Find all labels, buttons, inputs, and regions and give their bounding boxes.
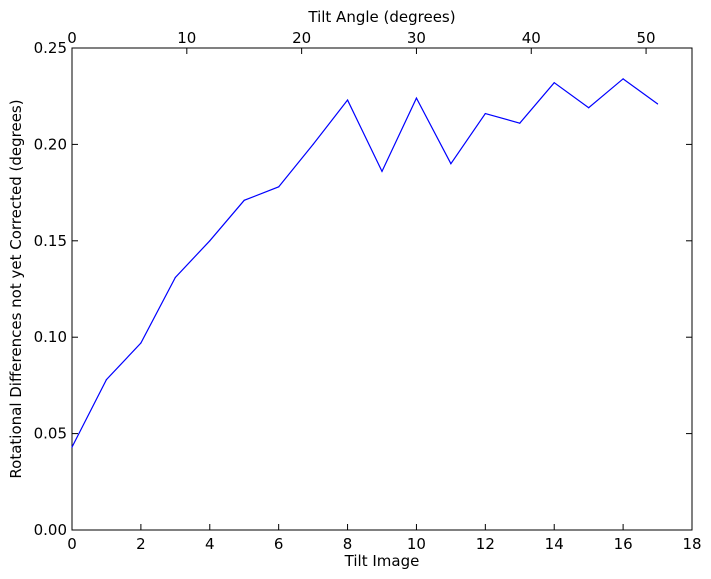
x2-axis-label: Tilt Angle (degrees) <box>307 8 455 26</box>
data-point <box>346 99 349 101</box>
data-point <box>622 78 624 80</box>
y-tick-label: 0.15 <box>34 232 67 250</box>
data-point <box>312 143 314 145</box>
x-tick-label: 16 <box>614 535 633 553</box>
ticks-group: 0 2 4 6 8 10 12 14 16 18 0 10 20 30 40 50 0.00 0.05 0.10 0.… <box>34 29 702 553</box>
data-point <box>71 446 73 448</box>
data-point <box>243 199 245 201</box>
data-point <box>656 103 659 105</box>
x2-tick-label: 10 <box>177 29 196 47</box>
data-point <box>381 170 383 172</box>
plot-frame <box>71 47 693 531</box>
x-tick-label: 18 <box>682 535 701 553</box>
y-tick-label: 0.20 <box>34 135 67 153</box>
x-tick-label: 4 <box>205 535 215 553</box>
data-point <box>553 82 555 84</box>
x2-tick-label: 20 <box>292 29 311 47</box>
x-tick-label: 2 <box>136 535 146 553</box>
series-line <box>71 78 658 448</box>
x-tick-label: 10 <box>407 535 426 553</box>
x-tick-label: 8 <box>343 535 353 553</box>
x2-tick-label: 40 <box>522 29 541 47</box>
data-point <box>588 107 590 109</box>
x-tick-label: 12 <box>476 535 495 553</box>
series-group <box>71 78 659 448</box>
y-tick-label: 0.25 <box>34 39 67 57</box>
x2-tick-label: 0 <box>67 29 77 47</box>
x-tick-label: 0 <box>67 535 77 553</box>
y-tick-label: 0.00 <box>34 521 67 539</box>
x2-tick-label: 30 <box>407 29 426 47</box>
x-axis-label: Tilt Image <box>344 552 420 570</box>
data-point <box>415 97 418 99</box>
y-tick-label: 0.05 <box>34 425 67 443</box>
x-tick-label: 14 <box>545 535 564 553</box>
data-point <box>519 122 521 124</box>
data-point <box>174 276 176 279</box>
data-point <box>278 186 280 188</box>
y-axis-label: Rotational Differences not yet Corrected… <box>7 99 25 478</box>
data-point <box>140 342 142 344</box>
data-point <box>484 112 486 115</box>
x-tick-label: 6 <box>274 535 284 553</box>
data-point <box>105 379 108 381</box>
y-tick-label: 0.10 <box>34 328 67 346</box>
data-point <box>450 163 452 165</box>
x2-tick-label: 50 <box>637 29 656 47</box>
data-point <box>209 240 211 242</box>
